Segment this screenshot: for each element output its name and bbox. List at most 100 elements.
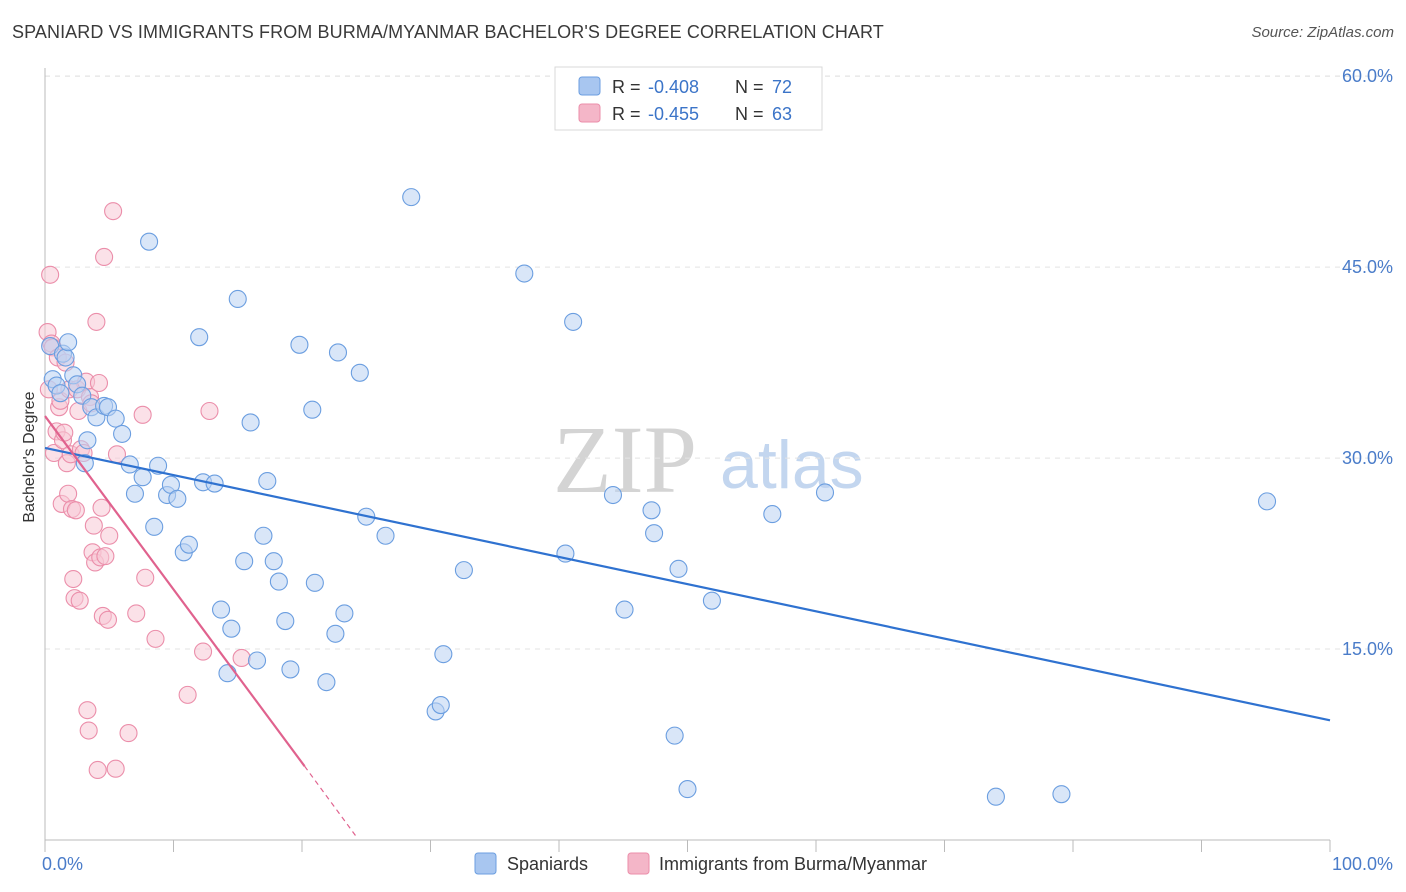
stats-r-value-burma: -0.455 [648, 104, 699, 124]
burma-point [133, 405, 152, 424]
spaniards-point [133, 468, 152, 487]
spaniards-point [431, 696, 450, 715]
spaniards-point [986, 787, 1005, 806]
y-axis-title: Bachelor's Degree [21, 391, 38, 522]
spaniards-point [335, 604, 354, 623]
trend-lines [44, 415, 1331, 837]
spaniards-point [402, 188, 421, 207]
y-tick-label: 45.0% [1342, 257, 1393, 277]
spaniards-point [665, 726, 684, 745]
burma-point [64, 569, 83, 589]
burma-point [98, 610, 118, 629]
burma-point [66, 501, 85, 520]
spaniards-point [645, 524, 664, 543]
spaniards-point [258, 471, 277, 491]
spaniards-point [254, 526, 273, 545]
spaniards-point [642, 501, 661, 520]
stats-n-label-burma: N = [735, 104, 764, 124]
spaniards-point [145, 517, 164, 536]
burma-point [95, 247, 114, 267]
spaniards-point [290, 335, 309, 354]
burma-trend-line [44, 415, 306, 767]
legend-label-burma: Immigrants from Burma/Myanmar [659, 854, 927, 874]
burma-point [106, 759, 125, 778]
spaniards-point [190, 328, 209, 347]
spaniards-point [125, 484, 144, 503]
burma-point [178, 685, 197, 704]
spaniards-point [222, 619, 241, 638]
x-tick-labels: 0.0% 100.0% [42, 854, 1393, 874]
y-tick-labels: 15.0% 30.0% 45.0% 60.0% [1342, 66, 1393, 659]
y-tick-label: 60.0% [1342, 66, 1393, 86]
series-spaniards-points [41, 188, 1277, 806]
stats-legend: R = -0.408 N = 72 R = -0.455 N = 63 [554, 66, 823, 131]
burma-point [127, 604, 146, 623]
burma-point [119, 724, 138, 743]
burma-point [100, 526, 119, 545]
burma-point [136, 568, 155, 587]
burma-point [88, 760, 107, 780]
spaniards-point [763, 505, 782, 524]
burma-trend-line-extension [304, 765, 357, 837]
burma-point [84, 516, 103, 535]
burma-point [232, 648, 251, 668]
spaniards-point [317, 673, 336, 692]
spaniards-point [305, 573, 324, 592]
spaniards-point [276, 611, 295, 631]
stats-r-label-burma: R = [612, 104, 641, 124]
chart-source: Source: ZipAtlas.com [1251, 24, 1394, 41]
spaniards-trend-line [44, 446, 1331, 722]
spaniards-point [168, 489, 187, 508]
y-tick-label: 30.0% [1342, 448, 1393, 468]
spaniards-point [515, 264, 534, 283]
burma-point [87, 312, 106, 331]
stats-legend-swatch-spaniards [578, 76, 601, 96]
burma-point [96, 547, 115, 566]
stats-legend-swatch-burma [578, 103, 601, 123]
spaniards-point [281, 660, 300, 679]
spaniards-point [211, 600, 231, 619]
spaniards-point [303, 400, 322, 419]
stats-r-label-spaniards: R = [612, 77, 641, 97]
y-tick-label: 15.0% [1342, 639, 1393, 659]
spaniards-point [247, 651, 267, 670]
burma-point [104, 202, 123, 221]
stats-n-value-burma: 63 [772, 104, 792, 124]
chart-title: SPANIARD VS IMMIGRANTS FROM BURMA/MYANMA… [12, 22, 884, 42]
legend-swatch-spaniards [474, 852, 497, 875]
spaniards-point [235, 552, 254, 571]
stats-n-value-spaniards: 72 [772, 77, 792, 97]
legend-swatch-burma [627, 852, 650, 875]
series-legend: Spaniards Immigrants from Burma/Myanmar [474, 852, 927, 875]
spaniards-point [140, 232, 159, 251]
burma-point [41, 265, 60, 284]
spaniards-point [328, 343, 348, 362]
burma-point [89, 373, 109, 393]
spaniards-point [228, 289, 247, 309]
x-tick-label-min: 0.0% [42, 854, 83, 874]
spaniards-point [815, 483, 835, 502]
spaniards-point [564, 312, 583, 331]
spaniards-point [376, 526, 395, 545]
spaniards-point [106, 409, 125, 428]
spaniards-point [615, 600, 634, 619]
burma-point [78, 701, 97, 720]
spaniards-point [326, 624, 345, 643]
spaniards-point [51, 384, 70, 403]
spaniards-point [603, 485, 623, 505]
stats-n-label-spaniards: N = [735, 77, 764, 97]
spaniards-point [78, 431, 97, 450]
burma-point [200, 401, 219, 421]
spaniards-point [218, 664, 237, 683]
watermark-atlas: atlas [720, 427, 864, 503]
spaniards-point [179, 535, 198, 554]
spaniards-point [702, 591, 721, 610]
spaniards-point [434, 645, 453, 664]
spaniards-point [269, 572, 288, 591]
x-tick-label-max: 100.0% [1332, 854, 1393, 874]
burma-point [70, 591, 89, 610]
watermark-zip: ZIP [553, 406, 697, 513]
spaniards-point [678, 780, 697, 799]
burma-point [59, 484, 78, 503]
